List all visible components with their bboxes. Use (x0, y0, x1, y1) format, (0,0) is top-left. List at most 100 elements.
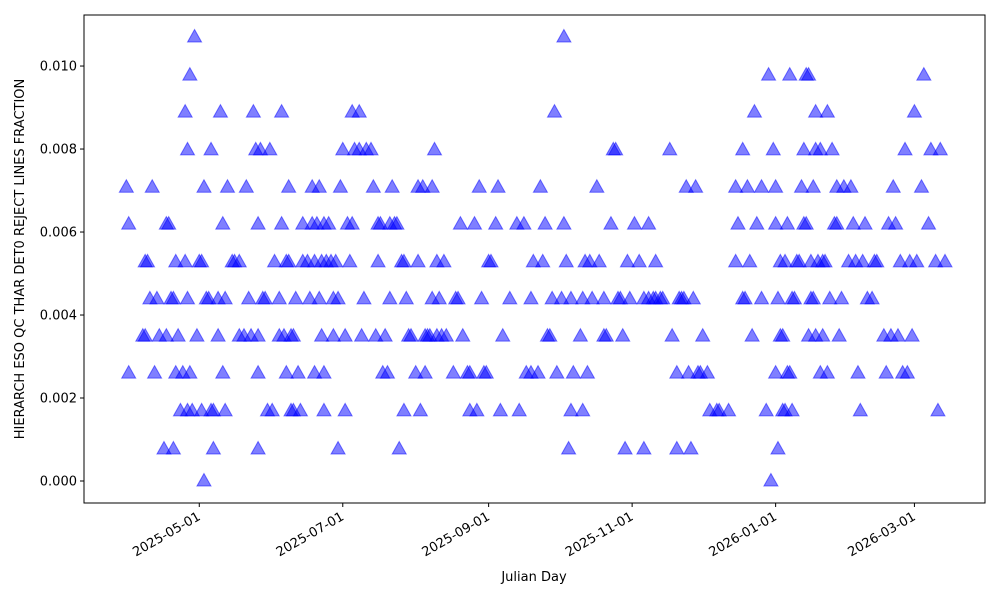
data-point (626, 215, 643, 230)
data-point (831, 327, 847, 342)
data-point (744, 327, 760, 342)
data-point (588, 178, 605, 193)
data-point (906, 103, 923, 118)
data-point (558, 253, 575, 268)
data-point (473, 290, 490, 305)
y-tick-label: 0.006 (40, 226, 77, 241)
data-point (264, 402, 281, 417)
data-point (205, 402, 222, 417)
data-point (730, 215, 746, 230)
data-point (798, 215, 815, 230)
data-point (139, 253, 156, 268)
data-point (534, 253, 551, 268)
data-point (436, 253, 452, 268)
data-point (746, 103, 763, 118)
data-point (584, 290, 600, 305)
data-point (734, 141, 751, 156)
data-point (819, 103, 836, 118)
data-point (238, 178, 255, 193)
data-point (821, 290, 838, 305)
data-point (833, 290, 850, 305)
data-point (325, 327, 342, 342)
data-point (791, 253, 808, 268)
data-point (146, 364, 163, 379)
data-point (553, 290, 570, 305)
data-point (614, 327, 631, 342)
data-point (412, 402, 429, 417)
data-point (915, 66, 932, 81)
data-point (454, 327, 471, 342)
y-tick-label: 0.008 (40, 143, 77, 158)
data-point (266, 253, 283, 268)
data-point (920, 215, 937, 230)
data-point (556, 215, 572, 230)
data-point (687, 178, 704, 193)
data-point (438, 327, 455, 342)
data-point (654, 290, 671, 305)
data-point (287, 290, 304, 305)
data-point (167, 253, 184, 268)
data-point (306, 364, 323, 379)
data-point (120, 215, 137, 230)
data-point (494, 327, 511, 342)
data-point (118, 178, 135, 193)
x-tick-label: 2026-03-01 (845, 509, 918, 560)
data-point (137, 327, 154, 342)
data-point (694, 327, 711, 342)
data-point (598, 327, 615, 342)
data-point (516, 215, 532, 230)
data-point (824, 141, 840, 156)
data-point (845, 215, 862, 230)
data-point (525, 253, 542, 268)
data-point (854, 253, 871, 268)
data-point (170, 327, 186, 342)
data-point (330, 290, 346, 305)
data-point (487, 215, 504, 230)
marks (118, 28, 953, 487)
data-point (320, 215, 337, 230)
data-point (257, 290, 273, 305)
data-point (450, 290, 466, 305)
data-point (758, 402, 775, 417)
y-tick-label: 0.010 (40, 60, 77, 75)
data-point (351, 103, 368, 118)
data-point (640, 215, 657, 230)
data-point (784, 402, 800, 417)
data-point (548, 364, 565, 379)
data-point (511, 402, 528, 417)
data-point (365, 178, 382, 193)
x-tick-label: 2025-07-01 (274, 509, 347, 560)
data-point (469, 402, 485, 417)
data-point (384, 178, 401, 193)
data-point (913, 178, 930, 193)
data-point (793, 178, 810, 193)
data-point (377, 327, 393, 342)
data-point (177, 253, 194, 268)
data-point (196, 178, 212, 193)
data-point (763, 472, 779, 487)
data-point (370, 253, 386, 268)
data-point (160, 215, 177, 230)
data-point (753, 290, 770, 305)
data-point (930, 402, 946, 417)
data-point (252, 141, 269, 156)
data-point (819, 364, 836, 379)
data-point (932, 141, 949, 156)
data-point (817, 253, 833, 268)
data-point (786, 290, 803, 305)
data-point (471, 178, 488, 193)
data-point (923, 141, 939, 156)
data-point (189, 327, 205, 342)
data-point (661, 141, 678, 156)
data-point (676, 290, 692, 305)
data-point (612, 290, 629, 305)
data-point (636, 440, 652, 455)
data-point (631, 253, 648, 268)
data-point (344, 215, 361, 230)
y-tick-label: 0.000 (40, 475, 77, 490)
data-point (647, 253, 664, 268)
data-point (897, 141, 913, 156)
data-point (389, 215, 405, 230)
